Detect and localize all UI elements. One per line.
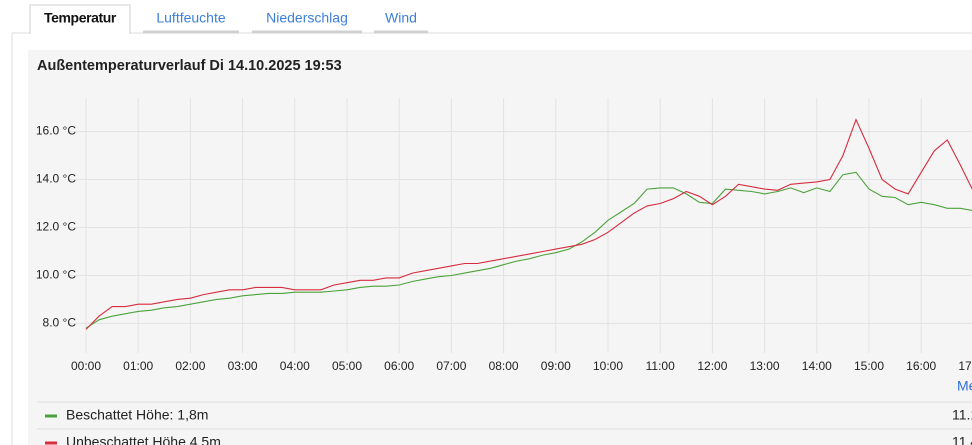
legend-swatch <box>45 441 57 445</box>
tab[interactable]: Luftfeuchte <box>156 10 225 26</box>
x-tick-label: 06:00 <box>384 359 414 373</box>
legend-value: 11.1 <box>952 407 972 423</box>
x-tick-label: 04:00 <box>280 359 310 373</box>
x-tick-label: 12:00 <box>697 359 727 373</box>
x-tick-label: 13:00 <box>750 359 780 373</box>
series-line <box>85 118 972 330</box>
y-tick-label: 16.0 °C <box>36 124 76 138</box>
x-tick-label: 02:00 <box>175 359 205 373</box>
x-tick-label: 05:00 <box>332 359 362 373</box>
card-title: Außentemperaturverlauf Di 14.10.2025 19:… <box>37 58 342 74</box>
tab-active <box>29 4 131 34</box>
x-tick-label: 03:00 <box>228 359 258 373</box>
x-tick-label: 08:00 <box>489 359 519 373</box>
tab[interactable]: Wind <box>385 10 417 26</box>
x-tick-label: 14:00 <box>802 359 832 373</box>
y-tick-label: 14.0 °C <box>36 172 76 186</box>
legend: Beschattet Höhe: 1,8m 11.1 Unbeschattet Hö… <box>37 401 972 445</box>
y-tick-label: 8.0 °C <box>43 316 77 330</box>
card <box>28 50 972 445</box>
y-tick-label: 12.0 °C <box>36 220 76 234</box>
x-tick-label: 07:00 <box>436 359 466 373</box>
legend-swatch <box>45 414 57 418</box>
legend-value: 11.4 <box>952 434 972 445</box>
tab[interactable]: Temperatur <box>44 10 117 26</box>
legend-label[interactable]: Unbeschattet Höhe 4,5m <box>66 434 221 445</box>
x-tick-label: 17:00 <box>958 359 972 373</box>
more-link[interactable]: Me <box>957 378 972 394</box>
x-tick-label: 10:00 <box>593 359 623 373</box>
x-tick-label: 00:00 <box>71 359 101 373</box>
tab[interactable]: Niederschlag <box>266 10 348 26</box>
x-tick-label: 16:00 <box>906 359 936 373</box>
x-tick-label: 15:00 <box>854 359 884 373</box>
tabs: Temperatur Luftfeuchte Niederschlag Wind <box>29 4 428 34</box>
y-tick-label: 10.0 °C <box>36 268 76 282</box>
series-line <box>85 171 972 329</box>
x-tick-label: 11:00 <box>646 359 675 373</box>
plot: 8.0 °C 10.0 °C 12.0 °C 14.0 °C 16.0 °C 00:00 0… <box>36 98 972 373</box>
legend-label[interactable]: Beschattet Höhe: 1,8m <box>66 407 208 423</box>
x-tick-label: 09:00 <box>541 359 571 373</box>
x-tick-label: 01:00 <box>123 359 153 373</box>
